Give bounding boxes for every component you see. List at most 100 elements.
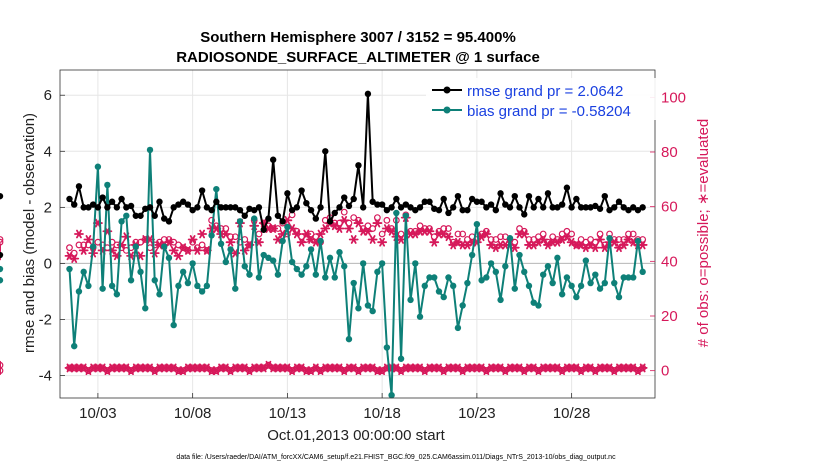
rmse-point — [170, 204, 177, 211]
rmse-point — [407, 204, 414, 211]
legend-box — [426, 78, 657, 120]
rmse-point — [568, 204, 575, 211]
bias-point — [137, 268, 144, 276]
obs-evaluated-marker — [595, 235, 605, 244]
obs-possible-marker — [0, 236, 4, 243]
rmse-point — [549, 204, 556, 211]
rmse-point — [236, 206, 244, 214]
rmse-point — [506, 204, 514, 211]
rmse-point — [615, 198, 623, 205]
rmse-point — [459, 206, 466, 214]
bias-point — [573, 293, 580, 301]
star-stroke — [592, 243, 599, 253]
obs-layer — [0, 208, 648, 376]
rmse-point — [89, 201, 97, 208]
bias-point — [639, 268, 646, 276]
y-axis-label: rmse and bias (model - observation) — [21, 113, 38, 353]
bias-point — [85, 282, 92, 290]
y-tick-label: 2 — [44, 199, 52, 216]
obs-possible-marker — [198, 241, 206, 249]
bias-point — [374, 268, 381, 276]
obs-possible-marker — [596, 230, 604, 238]
rmse-point — [132, 212, 139, 219]
bias-point — [620, 274, 627, 281]
obs-evaluated-marker — [372, 218, 383, 228]
rmse-point — [104, 204, 111, 211]
obs-possible-marker — [445, 225, 452, 232]
obs-evaluated-marker — [187, 235, 198, 244]
rmse-point — [274, 212, 282, 219]
rmse-point — [445, 209, 452, 217]
star-stroke — [530, 363, 537, 373]
rmse-point — [251, 206, 258, 214]
rmse-point — [378, 201, 386, 208]
bias-point — [568, 282, 575, 290]
legend-rmse-label: rmse grand pr = 2.0642 — [467, 83, 623, 100]
y2-tick-label: 100 — [661, 89, 686, 106]
bias-point — [421, 282, 428, 290]
obs-evaluated-marker — [481, 229, 492, 239]
star-stroke — [355, 218, 362, 228]
star-stroke — [222, 229, 229, 239]
obs-possible-marker — [525, 236, 533, 243]
bias-point — [535, 302, 542, 309]
rmse-point — [393, 195, 400, 203]
y2-axis: 0 20 40 60 80 100 — [650, 89, 686, 380]
rmse-point — [573, 195, 580, 203]
star-stroke — [203, 246, 210, 255]
star-stroke — [284, 363, 291, 373]
rmse-point — [232, 204, 239, 211]
bias-point — [113, 291, 121, 298]
y-tick-label: -4 — [39, 368, 52, 385]
star-stroke — [308, 235, 314, 244]
rmse-point — [625, 206, 632, 214]
bias-point — [336, 249, 343, 256]
y-axis: -4 -2 0 2 4 6 — [39, 87, 65, 385]
star-stroke — [99, 363, 106, 373]
rmse-point — [388, 204, 395, 211]
bias-point — [511, 285, 518, 292]
star-stroke — [350, 363, 357, 373]
y2-tick-label: 20 — [661, 308, 678, 325]
bias-point — [606, 235, 613, 242]
obs-possible-marker — [340, 208, 348, 216]
star-stroke — [317, 229, 324, 239]
star-stroke — [213, 224, 220, 233]
obs-possible-marker — [75, 241, 83, 249]
star-stroke — [331, 221, 338, 231]
rmse-point — [175, 201, 182, 208]
bias-point — [582, 257, 590, 264]
x-tick-label: 10/03 — [79, 405, 117, 422]
bias-point — [260, 251, 267, 259]
star-stroke — [279, 229, 286, 239]
bias-point — [198, 288, 206, 295]
bias-point — [165, 254, 173, 262]
bias-point — [577, 282, 585, 290]
star-stroke — [170, 246, 177, 255]
chart-subtitle: RADIOSONDE_SURFACE_ALTIMETER @ 1 surface — [176, 49, 540, 66]
rmse-point — [435, 206, 443, 214]
rmse-point — [331, 209, 338, 217]
bias-point — [156, 291, 163, 298]
star-stroke — [630, 363, 637, 373]
bias-point — [123, 212, 130, 219]
rmse-point — [350, 195, 357, 203]
rmse-point — [473, 198, 481, 205]
bias-point — [587, 279, 594, 287]
obs-evaluated-marker — [220, 229, 231, 239]
star-stroke — [312, 237, 319, 247]
rmse-point — [298, 187, 305, 194]
y2-axis-label: # of obs: o=possible; ∗=evaluated — [695, 119, 712, 348]
bias-point — [331, 274, 338, 281]
obs-evaluated-marker — [637, 240, 648, 250]
bias-point — [492, 268, 500, 276]
x-tick-label: 10/23 — [458, 405, 496, 422]
rmse-point — [416, 204, 424, 211]
star-stroke — [293, 229, 300, 239]
star-stroke — [511, 243, 518, 253]
bias-point — [213, 185, 220, 193]
star-stroke — [227, 237, 234, 247]
bias-point — [208, 232, 215, 239]
bias-point — [355, 305, 362, 312]
obs-evaluated-marker — [339, 215, 350, 225]
